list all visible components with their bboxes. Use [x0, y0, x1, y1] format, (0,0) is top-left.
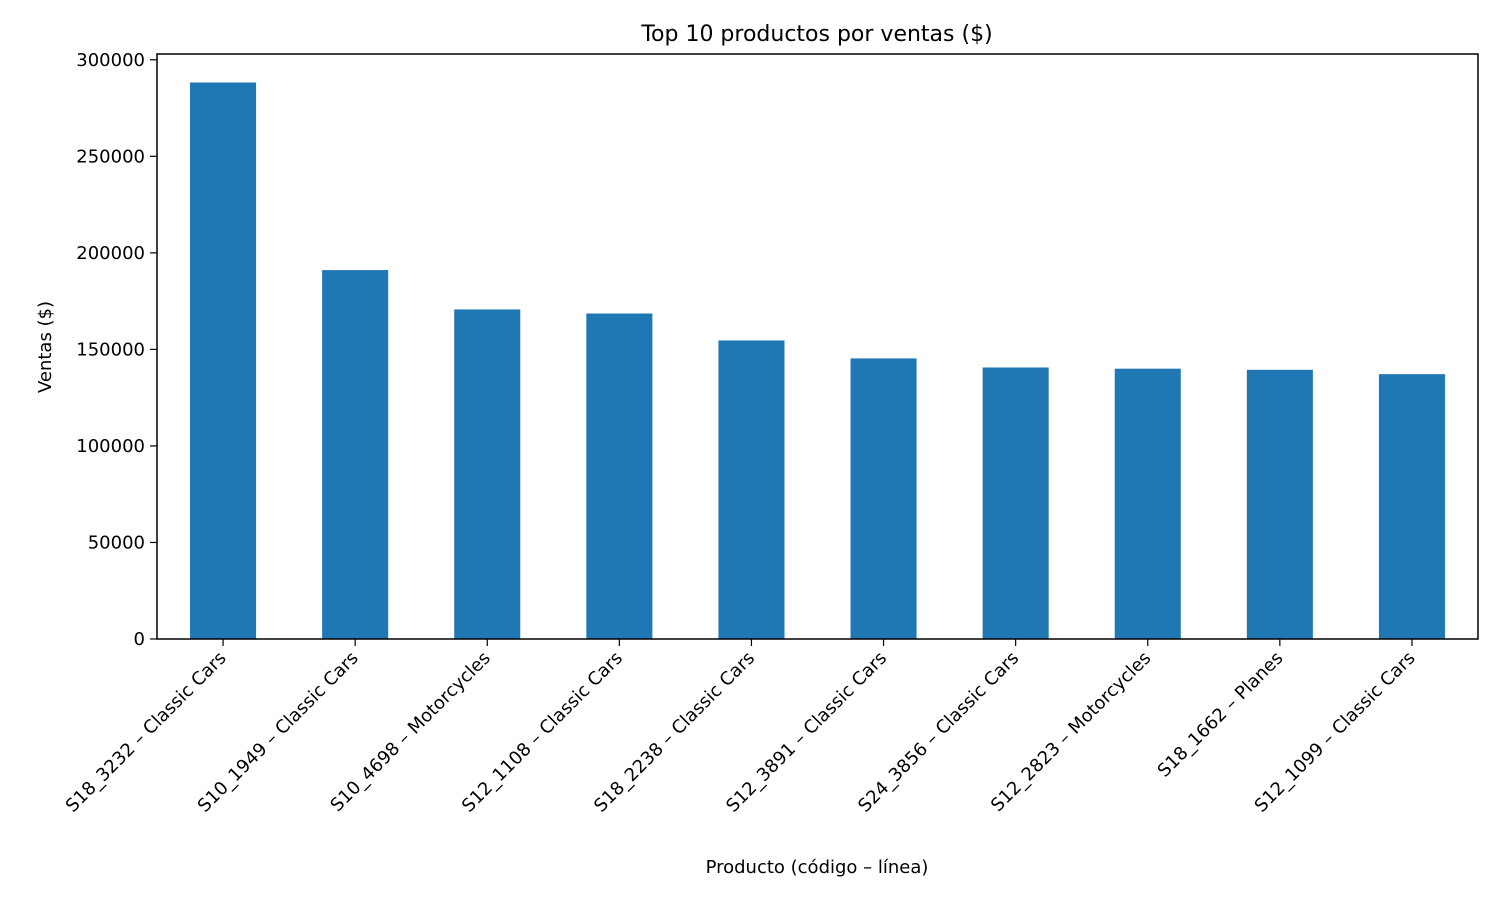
bar — [454, 309, 521, 639]
y-axis-label: Ventas ($) — [35, 301, 56, 393]
y-axis: 0 50000 100000 150000 200000 250000 300000 — [76, 50, 157, 650]
y-tick-label: 150000 — [76, 339, 145, 360]
y-tick-label: 100000 — [76, 436, 145, 457]
bar — [322, 270, 389, 639]
plot-frame — [156, 53, 1479, 640]
y-tick-label: 300000 — [76, 50, 145, 71]
bars-group — [190, 82, 1445, 640]
y-tick-label: 50000 — [88, 532, 145, 553]
bar — [1114, 368, 1181, 639]
bar — [586, 313, 653, 639]
bar — [718, 340, 785, 639]
bar — [1246, 369, 1313, 639]
y-tick-label: 200000 — [76, 243, 145, 264]
y-tick-label: 0 — [134, 629, 145, 650]
y-tick-label: 250000 — [76, 146, 145, 167]
bar — [850, 358, 917, 639]
bar — [982, 367, 1049, 639]
chart-title: Top 10 productos por ventas ($) — [640, 22, 992, 47]
bar — [190, 82, 257, 640]
x-axis-label: Producto (código – línea) — [706, 857, 929, 878]
x-tick-label: S18_1662 – Planes — [1154, 648, 1288, 782]
bar — [1378, 374, 1445, 639]
